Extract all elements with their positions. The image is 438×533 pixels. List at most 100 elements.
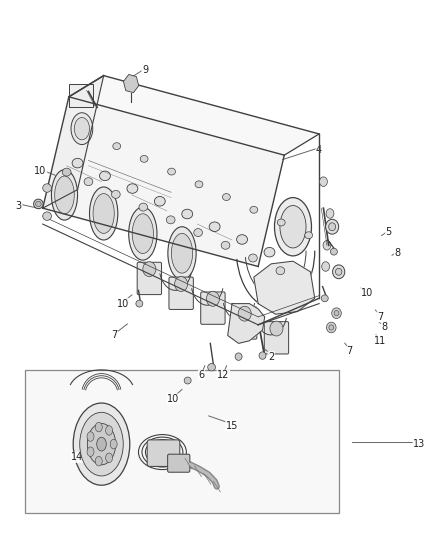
FancyBboxPatch shape [168,454,190,472]
Ellipse shape [175,277,187,292]
Ellipse shape [112,190,120,198]
Text: 10: 10 [117,298,129,309]
Ellipse shape [238,306,251,321]
Ellipse shape [93,193,114,233]
Ellipse shape [166,216,175,224]
Ellipse shape [277,219,285,226]
FancyBboxPatch shape [169,277,193,310]
Ellipse shape [129,207,157,260]
Text: 9: 9 [142,66,148,75]
Ellipse shape [51,169,78,220]
Ellipse shape [332,308,341,318]
Ellipse shape [89,187,118,240]
Ellipse shape [184,377,191,384]
Ellipse shape [326,209,334,218]
Ellipse shape [34,199,43,209]
FancyBboxPatch shape [137,262,162,295]
Ellipse shape [127,184,138,193]
Ellipse shape [136,300,143,307]
Ellipse shape [322,262,329,271]
Ellipse shape [250,206,258,213]
Ellipse shape [171,233,193,273]
Ellipse shape [237,235,247,244]
Text: 6: 6 [198,370,205,380]
Ellipse shape [95,422,102,432]
Ellipse shape [259,352,266,359]
Text: 14: 14 [71,453,84,463]
Ellipse shape [249,254,257,262]
Ellipse shape [95,456,102,466]
Ellipse shape [320,177,327,187]
Ellipse shape [332,265,345,279]
Ellipse shape [71,113,93,144]
Ellipse shape [336,268,342,275]
Ellipse shape [235,353,242,360]
Ellipse shape [270,321,283,336]
FancyBboxPatch shape [233,307,257,339]
Text: 2: 2 [268,352,274,361]
Ellipse shape [334,311,339,316]
Ellipse shape [43,212,51,220]
Text: 3: 3 [16,200,22,211]
Ellipse shape [323,240,331,250]
Ellipse shape [280,206,306,248]
Polygon shape [254,261,315,314]
Ellipse shape [97,437,106,451]
Ellipse shape [154,197,165,206]
Ellipse shape [80,413,123,476]
Ellipse shape [106,426,113,435]
Ellipse shape [62,168,71,176]
Ellipse shape [110,439,117,449]
Ellipse shape [143,262,156,277]
Text: 8: 8 [381,322,388,333]
Ellipse shape [106,453,113,463]
Text: 4: 4 [316,145,322,155]
Ellipse shape [275,198,311,256]
Text: 5: 5 [385,227,392,237]
Ellipse shape [182,209,193,219]
Ellipse shape [55,176,74,214]
Polygon shape [43,76,104,208]
Ellipse shape [321,295,328,302]
Polygon shape [69,76,319,155]
Text: 10: 10 [361,288,373,298]
Ellipse shape [206,292,219,306]
Ellipse shape [87,432,94,441]
Ellipse shape [328,223,336,231]
Ellipse shape [209,222,220,231]
Text: 11: 11 [374,336,386,346]
Ellipse shape [72,158,83,168]
Ellipse shape [195,181,203,188]
Text: 15: 15 [226,421,238,431]
Bar [69,84,93,108]
Text: 10: 10 [167,394,180,404]
Ellipse shape [330,248,337,255]
Text: 10: 10 [35,166,47,176]
Text: 13: 13 [413,439,425,449]
Ellipse shape [221,241,230,249]
Text: 12: 12 [217,370,230,380]
Text: 7: 7 [377,312,383,322]
Ellipse shape [223,193,230,200]
Ellipse shape [168,168,176,175]
Ellipse shape [84,177,93,185]
Ellipse shape [113,143,120,150]
Ellipse shape [194,229,202,237]
Ellipse shape [74,117,89,140]
Ellipse shape [264,247,275,257]
Ellipse shape [140,156,148,163]
FancyBboxPatch shape [201,292,225,324]
Ellipse shape [132,214,153,254]
Ellipse shape [276,266,285,274]
Bar [25,370,339,513]
FancyBboxPatch shape [147,440,180,466]
Ellipse shape [208,364,215,371]
Ellipse shape [87,423,116,465]
Ellipse shape [73,403,130,485]
Polygon shape [228,304,265,343]
Ellipse shape [139,203,148,211]
Text: 11: 11 [82,97,95,107]
Ellipse shape [99,171,110,181]
Polygon shape [43,97,284,266]
Text: 7: 7 [111,330,118,341]
